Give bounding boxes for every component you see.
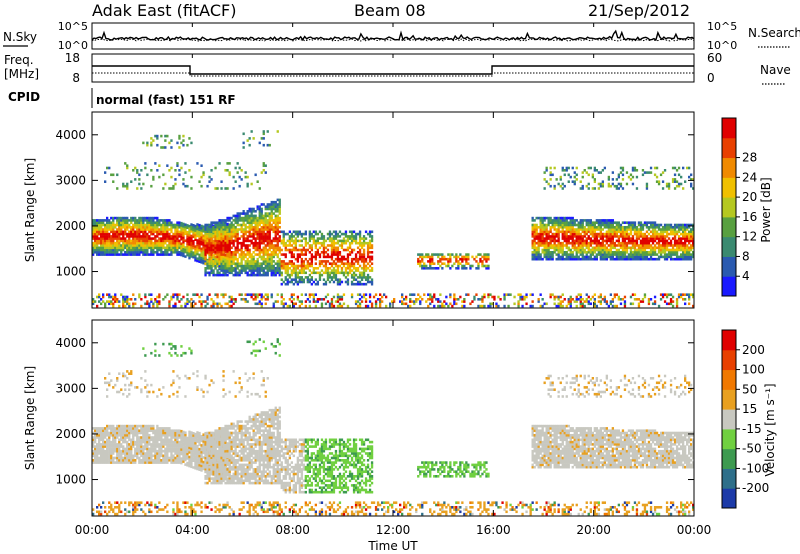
freq-label-line2: [MHz] <box>4 67 39 81</box>
colorbar-tick-label: -15 <box>742 422 762 436</box>
colorbar-tick-label: 12 <box>742 230 757 244</box>
velocity-panel: 1000 2000 3000 4000 Slant Range [km] <box>23 319 695 517</box>
colorbar-swatch <box>722 330 736 351</box>
colorbar-tick-label: -200 <box>742 481 769 495</box>
freq-label-line1: Freq. <box>4 53 34 67</box>
freq-panel: Freq. [MHz] 18 8 60 0 Nave <box>4 51 791 85</box>
colorbar-swatch <box>722 197 736 218</box>
x-axis: 00:00 04:00 08:00 12:00 16:00 20:00 00:00 <box>75 23 712 537</box>
nave-label: Nave <box>760 63 791 77</box>
colorbar-swatch <box>722 177 736 198</box>
radar-title: Adak East (fitACF) <box>92 1 236 20</box>
colorbar-swatch <box>722 488 736 509</box>
colorbar-tick-label: 8 <box>742 249 750 263</box>
velocity-colorbar-label: Velocity [m s⁻¹] <box>763 383 777 476</box>
x-tick-label: 16:00 <box>476 523 511 537</box>
x-tick-label: 00:00 <box>75 523 110 537</box>
colorbar-swatch <box>722 137 736 159</box>
cpid-text: normal (fast) 151 RF <box>96 93 236 107</box>
colorbar-swatch <box>722 216 736 238</box>
nsky-tick-bottom: 10^0 <box>58 39 88 52</box>
colorbar-tick-label: 200 <box>742 343 765 357</box>
cpid-label: CPID <box>8 90 40 104</box>
x-axis-label: Time UT <box>367 539 418 553</box>
colorbar-swatch <box>722 428 736 450</box>
freq-tick-bottom: 8 <box>72 71 80 85</box>
colorbar-swatch <box>722 236 736 257</box>
y-tick-label: 4000 <box>55 336 86 350</box>
colorbar-tick-label: 24 <box>742 170 757 184</box>
colorbar-swatch <box>722 349 736 371</box>
colorbar-tick-label: 50 <box>742 382 757 396</box>
colorbar-tick-label: 20 <box>742 190 757 204</box>
power-colorbar: 4 8 12 16 20 24 28 <box>721 117 757 297</box>
power-scatter <box>92 130 695 308</box>
colorbar-swatch <box>722 256 736 277</box>
freq-tick-top: 18 <box>65 51 80 65</box>
beam-label: Beam 08 <box>354 1 426 20</box>
colorbar-swatch <box>722 409 736 430</box>
y-tick-label: 1000 <box>55 265 86 279</box>
y-tick-label: 1000 <box>55 473 86 487</box>
velocity-ylabel: Slant Range [km] <box>23 366 37 470</box>
nsky-panel: N.Sky 10^5 10^0 10^5 10^0 N.Search <box>3 20 800 52</box>
colorbar-tick-label: 4 <box>742 269 750 283</box>
colorbar-swatch <box>722 118 736 139</box>
colorbar-swatch <box>722 468 736 489</box>
nave-tick-top: 60 <box>707 51 722 65</box>
power-colorbar-label: Power [dB] <box>759 177 773 242</box>
y-tick-label: 2000 <box>55 427 86 441</box>
x-tick-label: 20:00 <box>576 523 611 537</box>
x-tick-label: 00:00 <box>677 523 712 537</box>
colorbar-tick-label: 100 <box>742 363 765 377</box>
y-tick-label: 3000 <box>55 173 86 187</box>
colorbar-swatch <box>722 448 736 469</box>
velocity-scatter <box>92 338 695 516</box>
x-tick-label: 12:00 <box>376 523 411 537</box>
nave-tick-bottom: 0 <box>707 71 715 85</box>
x-tick-label: 04:00 <box>175 523 210 537</box>
colorbar-swatch <box>722 276 736 297</box>
colorbar-tick-label: -100 <box>742 461 769 475</box>
colorbar-tick-label: 15 <box>742 402 757 416</box>
nsky-tick-top: 10^5 <box>58 20 88 33</box>
colorbar-tick-label: -50 <box>742 442 762 456</box>
date-label: 21/Sep/2012 <box>588 1 690 20</box>
nsearch-tick-top: 10^5 <box>707 20 737 33</box>
power-panel: 1000 2000 3000 4000 Slant Range [km] <box>23 111 695 309</box>
colorbar-swatch <box>722 389 736 410</box>
velocity-colorbar: 200 100 50 15 -15 -50 -100 -200 <box>721 329 769 509</box>
y-tick-label: 4000 <box>55 128 86 142</box>
colorbar-swatch <box>722 369 736 390</box>
nsearch-label: N.Search <box>748 26 800 40</box>
colorbar-tick-label: 16 <box>742 210 757 224</box>
nsearch-tick-bottom: 10^0 <box>707 39 737 52</box>
x-tick-label: 08:00 <box>275 523 310 537</box>
colorbar-tick-label: 28 <box>742 151 757 165</box>
power-ylabel: Slant Range [km] <box>23 158 37 262</box>
y-tick-label: 3000 <box>55 381 86 395</box>
colorbar-swatch <box>722 157 736 178</box>
y-tick-label: 2000 <box>55 219 86 233</box>
nsky-label: N.Sky <box>3 30 37 44</box>
